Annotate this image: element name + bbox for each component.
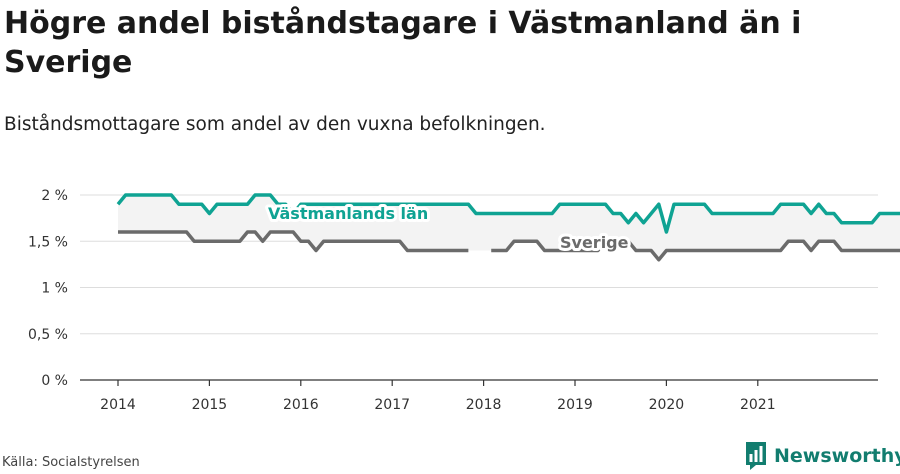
y-tick-label: 1,5 % bbox=[28, 234, 68, 250]
vastmanland-line bbox=[116, 193, 900, 234]
chart-subtitle: Biståndsmottagare som andel av den vuxna… bbox=[4, 114, 546, 135]
y-tick-label: 1 % bbox=[41, 281, 68, 297]
sverige-line bbox=[491, 239, 900, 262]
series-label-vastmanland: Västmanlands län bbox=[268, 204, 428, 223]
series-label-vastmanland-halo: Västmanlands län bbox=[268, 204, 428, 223]
series-label-sverige: Sverige bbox=[560, 233, 629, 252]
newsworthy-logo[interactable]: Newsworthy bbox=[745, 441, 900, 471]
x-tick-label: 2020 bbox=[649, 397, 685, 413]
x-tick-label: 2014 bbox=[100, 397, 136, 413]
newsworthy-icon bbox=[746, 442, 766, 470]
chart-title: Högre andel biståndstagare i Västmanland… bbox=[4, 6, 802, 80]
series-label-sverige-halo: Sverige bbox=[560, 233, 629, 252]
y-tick-label: 2 % bbox=[41, 188, 68, 204]
x-tick-label: 2016 bbox=[283, 397, 319, 413]
sverige-line bbox=[118, 230, 469, 253]
y-tick-label: 0,5 % bbox=[28, 327, 68, 343]
y-tick-label: 0 % bbox=[41, 373, 68, 389]
x-tick-label: 2017 bbox=[374, 397, 410, 413]
x-tick-label: 2018 bbox=[466, 397, 502, 413]
x-tick-label: 2015 bbox=[192, 397, 228, 413]
x-tick-label: 2021 bbox=[740, 397, 776, 413]
source-note: Källa: Socialstyrelsen bbox=[2, 455, 140, 470]
brand-name: Newsworthy bbox=[774, 445, 900, 467]
difference-band bbox=[118, 195, 900, 260]
x-tick-label: 2019 bbox=[557, 397, 593, 413]
